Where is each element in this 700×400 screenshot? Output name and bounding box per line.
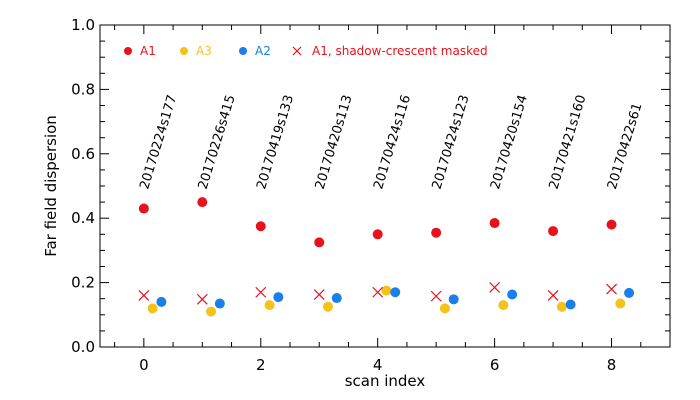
data-point-masked <box>196 293 208 305</box>
x-tick-label: 2 <box>256 356 266 374</box>
legend-marker <box>239 47 247 55</box>
data-point <box>556 301 567 312</box>
x-tick-label: 4 <box>373 356 383 374</box>
y-axis-ticks: 0.0 0.2 0.4 0.6 0.8 1.0 <box>71 16 670 356</box>
data-point-masked <box>547 290 559 301</box>
data-point <box>507 289 518 300</box>
legend-label: A1 <box>140 44 156 58</box>
x-axis-ticks: 0 2 4 6 8 <box>114 25 642 374</box>
data-point <box>615 298 626 309</box>
data-point <box>323 301 333 312</box>
legend-label: A3 <box>196 44 212 58</box>
x-tick-label: 6 <box>490 356 500 374</box>
data-point <box>206 306 217 317</box>
data-point <box>381 285 392 296</box>
data-point <box>331 293 342 304</box>
data-point-masked <box>372 286 384 298</box>
scan-label: 20170421s160 <box>547 93 590 191</box>
x-tick-label: 0 <box>139 356 149 374</box>
data-point <box>548 226 559 237</box>
data-point <box>147 303 158 314</box>
y-axis-title: Far field dispersion <box>42 115 60 257</box>
scan-label: 20170422s61 <box>605 101 646 191</box>
y-tick-label: 0.8 <box>71 80 95 98</box>
data-point <box>138 203 149 214</box>
legend-marker <box>292 46 302 56</box>
data-point-masked <box>138 290 150 301</box>
data-point <box>156 296 167 307</box>
y-tick-label: 0.2 <box>71 274 95 292</box>
scan-label: 20170420s113 <box>313 93 356 191</box>
legend-label: A2 <box>255 44 271 58</box>
data-point-masked <box>606 283 617 295</box>
scan-labels: 20170224s177 20170226s415 20170419s133 2017… <box>137 93 645 191</box>
legend-label: A1, shadow-crescent masked <box>312 44 488 58</box>
y-tick-label: 0.6 <box>71 145 95 163</box>
x-axis-title: scan index <box>345 372 426 390</box>
data-point <box>273 292 284 303</box>
data-point <box>214 298 225 309</box>
data-point <box>431 227 442 238</box>
y-tick-label: 0.4 <box>71 209 95 227</box>
y-tick-label: 0.0 <box>71 338 95 356</box>
data-point <box>264 300 275 311</box>
data-point-masked <box>430 290 442 302</box>
data-point <box>448 294 459 305</box>
data-point-masked <box>489 282 501 293</box>
data-point <box>565 299 576 310</box>
data-point <box>314 237 325 248</box>
scan-label: 20170420s154 <box>488 93 531 191</box>
data-point <box>197 197 208 208</box>
data-point <box>439 303 450 314</box>
scan-label: 20170224s177 <box>137 93 180 191</box>
data-point <box>372 229 383 240</box>
data-point <box>624 287 635 298</box>
data-point <box>489 218 500 229</box>
scan-label: 20170424s116 <box>371 93 414 191</box>
legend: A1 A3 A2 A1, shadow-crescent masked <box>124 44 488 58</box>
scan-label: 20170226s415 <box>196 93 239 191</box>
data-point <box>606 219 617 230</box>
data-point <box>498 300 509 311</box>
legend-marker <box>180 47 188 55</box>
legend-marker <box>124 47 132 55</box>
scan-label: 20170419s133 <box>254 93 297 191</box>
scan-label: 20170424s123 <box>430 93 473 191</box>
data-point <box>390 287 401 298</box>
data-point <box>255 221 266 232</box>
data-point-masked <box>255 286 267 298</box>
data-points <box>138 197 635 317</box>
y-tick-label: 1.0 <box>71 16 95 34</box>
data-point-masked <box>313 289 325 300</box>
x-tick-label: 8 <box>607 356 617 374</box>
